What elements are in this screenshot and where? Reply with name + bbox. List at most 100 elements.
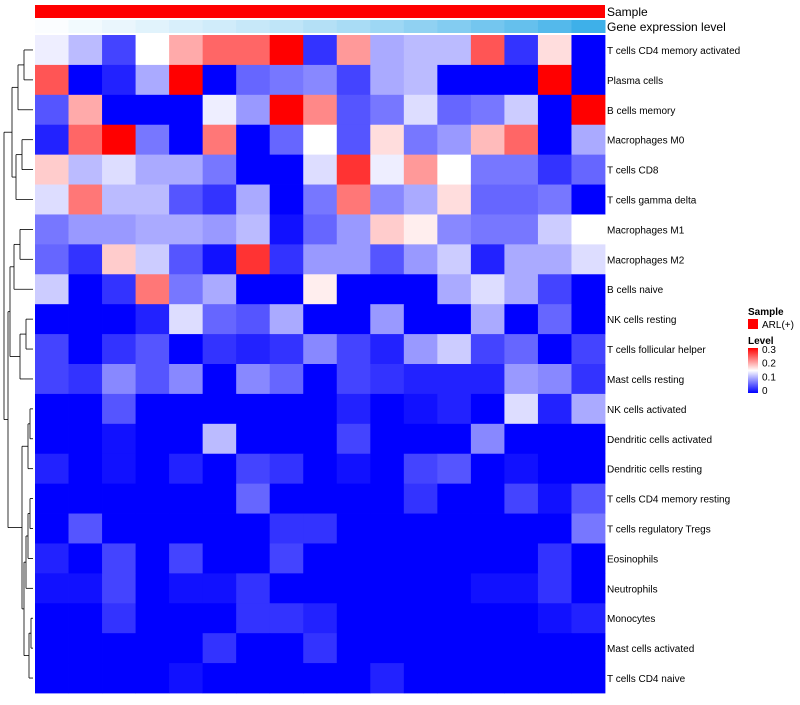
heatmap-cell [336, 603, 371, 634]
heatmap-cell [169, 423, 204, 455]
heatmap-cell [169, 304, 204, 335]
heatmap-cell [202, 94, 237, 126]
heatmap-cell [269, 334, 304, 365]
heatmap-cell [269, 543, 304, 574]
row-label: Plasma cells [607, 76, 663, 87]
heatmap-cell [35, 543, 69, 574]
heatmap-cell [68, 453, 103, 485]
heatmap-cell [370, 573, 405, 604]
heatmap-cell [135, 274, 170, 305]
heatmap-cell [571, 94, 606, 126]
heatmap-cell [202, 184, 237, 215]
heatmap-cell [68, 334, 103, 365]
heatmap-cell [504, 304, 539, 335]
heatmap-cell [202, 124, 237, 156]
heatmap-cell [68, 364, 103, 395]
heatmap-cell [303, 543, 338, 574]
heatmap-cell [202, 543, 237, 574]
heatmap-cell [102, 124, 136, 156]
heatmap-cell [470, 334, 505, 365]
heatmap-cell [303, 244, 338, 275]
heatmap-cell [68, 124, 103, 156]
heatmap-cell [169, 603, 204, 634]
heatmap-cell [437, 663, 472, 694]
heatmap-cell [303, 35, 338, 66]
row-label: Macrophages M2 [607, 255, 685, 266]
heatmap-cell [236, 64, 271, 96]
heatmap-cell [504, 453, 539, 485]
heatmap-cell [336, 184, 371, 215]
heatmap-cell [571, 35, 606, 66]
heatmap-cell [336, 304, 371, 335]
heatmap-cell [236, 124, 271, 156]
heatmap-cell [35, 184, 69, 215]
heatmap-cell [68, 35, 103, 66]
heatmap-cell [35, 573, 69, 604]
heatmap-cell [169, 94, 204, 126]
heatmap-cell [35, 483, 69, 514]
heatmap-cell [35, 304, 69, 335]
heatmap-cell [102, 214, 136, 245]
heatmap-cell [269, 393, 304, 425]
heatmap-cell [68, 543, 103, 574]
heatmap-cell [470, 393, 505, 425]
heatmap-cell [504, 513, 539, 544]
heatmap-cell [403, 214, 438, 245]
heatmap-cell [403, 304, 438, 335]
heatmap-cell [236, 513, 271, 544]
heatmap-cell [504, 393, 539, 425]
heatmap-cell [571, 154, 606, 185]
legend-sample-entry: ARL(+) [762, 320, 794, 331]
heatmap-cell [504, 603, 539, 634]
heatmap-cell [370, 423, 405, 455]
heatmap-cell [303, 94, 338, 126]
heatmap-cell [35, 603, 69, 634]
heatmap-cell [35, 393, 69, 425]
heatmap-cell [135, 154, 170, 185]
heatmap-cell [35, 94, 69, 126]
heatmap-cell [202, 573, 237, 604]
heatmap-cell [102, 453, 136, 485]
heatmap-cell [135, 94, 170, 126]
heatmap-cell [35, 124, 69, 156]
expression-track-cell [403, 20, 438, 33]
expression-track-cell [571, 20, 606, 33]
heatmap-cell [403, 543, 438, 574]
heatmap-cell [202, 453, 237, 485]
row-label: T cells regulatory Tregs [607, 525, 711, 536]
heatmap-cell [135, 334, 170, 365]
heatmap-cell [537, 124, 572, 156]
heatmap-cell [537, 334, 572, 365]
heatmap-cell [102, 633, 136, 664]
expression-track-cell [269, 20, 304, 33]
heatmap-cell [303, 573, 338, 604]
heatmap-cell [437, 244, 472, 275]
heatmap-cells [35, 35, 606, 694]
heatmap-cell [202, 663, 237, 694]
heatmap-cell [370, 214, 405, 245]
heatmap-cell [504, 214, 539, 245]
heatmap-cell [169, 633, 204, 664]
heatmap-cell [470, 64, 505, 96]
heatmap-cell [202, 244, 237, 275]
heatmap-cell [336, 35, 371, 66]
heatmap-cell [236, 573, 271, 604]
row-label: B cells memory [607, 106, 675, 117]
heatmap-cell [336, 214, 371, 245]
heatmap-cell [403, 423, 438, 455]
heatmap-cell [269, 94, 304, 126]
heatmap-cell [470, 274, 505, 305]
heatmap-cell [169, 184, 204, 215]
heatmap-cell [537, 663, 572, 694]
heatmap-cell [269, 304, 304, 335]
heatmap-cell [437, 124, 472, 156]
heatmap-cell [303, 483, 338, 514]
heatmap-cell [236, 453, 271, 485]
heatmap-cell [102, 154, 136, 185]
heatmap-cell [437, 304, 472, 335]
expression-track-cell [102, 20, 137, 33]
heatmap-cell [135, 64, 170, 96]
heatmap-cell [336, 244, 371, 275]
